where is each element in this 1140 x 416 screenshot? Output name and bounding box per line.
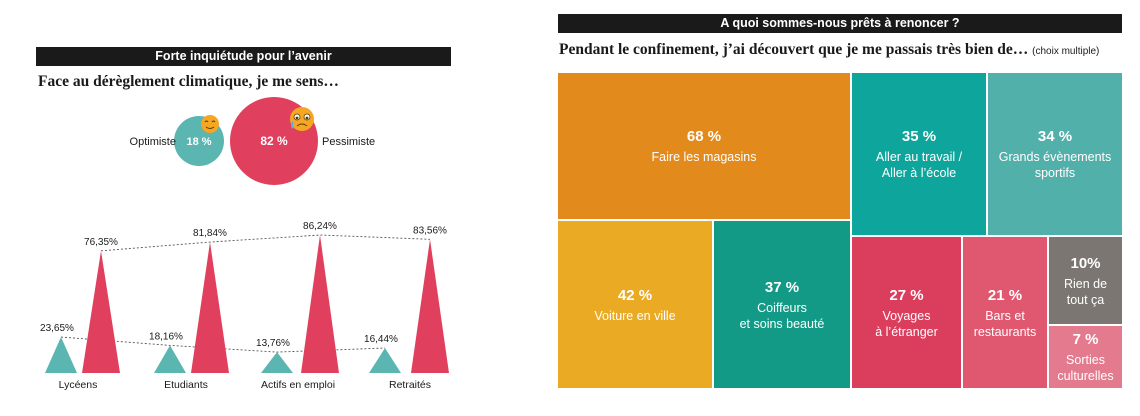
treemap-tile-sports-events: 34 % Grands évènements sportifs <box>988 73 1122 235</box>
pessimist-bar-2 <box>191 242 229 373</box>
tile-value: 27 % <box>889 286 924 304</box>
optimist-value-label-2: 18,16% <box>149 331 183 342</box>
pessimist-bar-4 <box>411 239 449 373</box>
treemap-tile-travel-abroad: 27 % Voyages à l’étranger <box>852 237 961 388</box>
tile-value: 7 % <box>1072 331 1099 348</box>
pessimist-value: 82 % <box>260 134 288 148</box>
optimist-label: Optimiste <box>130 136 176 148</box>
pessimist-label: Pessimiste <box>322 136 375 148</box>
tile-label: Voiture en ville <box>594 308 676 323</box>
right-subtitle: Pendant le confinement, j’ai découvert q… <box>559 41 1099 59</box>
tile-value: 35 % <box>901 128 937 145</box>
treemap-tile-city-car: 42 % Voiture en ville <box>558 221 712 388</box>
pessimist-bar-3 <box>301 235 339 373</box>
pessimist-trend-line <box>100 234 431 252</box>
optimist-value-label-1: 23,65% <box>40 323 74 334</box>
treemap-tile-shopping: 68 % Faire les magasins <box>558 73 850 219</box>
tile-label: Rien de tout ça <box>1063 276 1108 307</box>
treemap-tile-cultural-outings: 7 % Sorties culturelles <box>1049 326 1122 388</box>
treemap-tile-hairdressers-beauty: 37 % Coiffeurs et soins beauté <box>714 221 850 388</box>
tile-value: 10% <box>1070 254 1101 272</box>
category-label-2: Etudiants <box>164 379 208 391</box>
right-header: A quoi sommes-nous prêts à renoncer ? <box>558 14 1122 33</box>
right-subtitle-note: (choix multiple) <box>1032 46 1100 57</box>
optimist-bar-4 <box>369 348 401 373</box>
tile-label: Bars et restaurants <box>973 308 1037 339</box>
treemap-tile-nothing: 10% Rien de tout ça <box>1049 237 1122 324</box>
tile-label: Voyages à l’étranger <box>875 308 938 339</box>
optimist-bar-2 <box>154 345 186 373</box>
happy-face-icon <box>201 115 219 133</box>
left-header: Forte inquiétude pour l’avenir <box>36 47 451 66</box>
tile-value: 21 % <box>987 286 1023 304</box>
tile-label: Coiffeurs et soins beauté <box>739 300 825 331</box>
treemap-tile-commute: 35 % Aller au travail / Aller à l’école <box>852 73 986 235</box>
pessimist-value-label-3: 86,24% <box>303 221 337 232</box>
treemap-tile-bars-restaurants: 21 % Bars et restaurants <box>963 237 1047 388</box>
tile-label: Grands évènements sportifs <box>998 150 1112 180</box>
pessimist-value-label-4: 83,56% <box>413 225 447 236</box>
tile-label: Sorties culturelles <box>1057 353 1114 383</box>
tile-value: 42 % <box>617 286 653 304</box>
optimist-value: 18 % <box>186 136 211 148</box>
tile-label: Aller au travail / Aller à l’école <box>875 150 963 180</box>
pessimist-bar-1 <box>82 250 120 373</box>
optimist-value-label-4: 16,44% <box>364 334 398 345</box>
sad-face-icon <box>290 107 314 131</box>
pessimist-value-label-1: 76,35% <box>84 237 118 248</box>
sentiment-bubbles: 18 % Optimiste 82 % Pessimiste <box>130 97 375 185</box>
optimist-value-label-3: 13,76% <box>256 338 290 349</box>
tile-value: 34 % <box>1037 128 1073 145</box>
left-subtitle: Face au dérèglement climatique, je me se… <box>38 73 339 90</box>
optimist-bar-3 <box>261 352 293 373</box>
tile-value: 37 % <box>764 278 800 296</box>
tile-value: 68 % <box>686 128 722 145</box>
pessimist-value-label-2: 81,84% <box>193 228 227 239</box>
category-label-1: Lycéens <box>59 379 98 391</box>
generation-chart: 76,35% 23,65% Lycéens 81,84% 18,16% Etudiants… <box>40 221 449 391</box>
right-subtitle-text: Pendant le confinement, j’ai découvert q… <box>559 41 1029 58</box>
category-label-4: Retraités <box>389 379 431 391</box>
optimist-bar-1 <box>45 337 77 373</box>
category-label-3: Actifs en emploi <box>261 379 335 391</box>
tile-label: Faire les magasins <box>651 150 757 164</box>
treemap: 68 % Faire les magasins 35 % Aller au trava… <box>558 73 1122 388</box>
